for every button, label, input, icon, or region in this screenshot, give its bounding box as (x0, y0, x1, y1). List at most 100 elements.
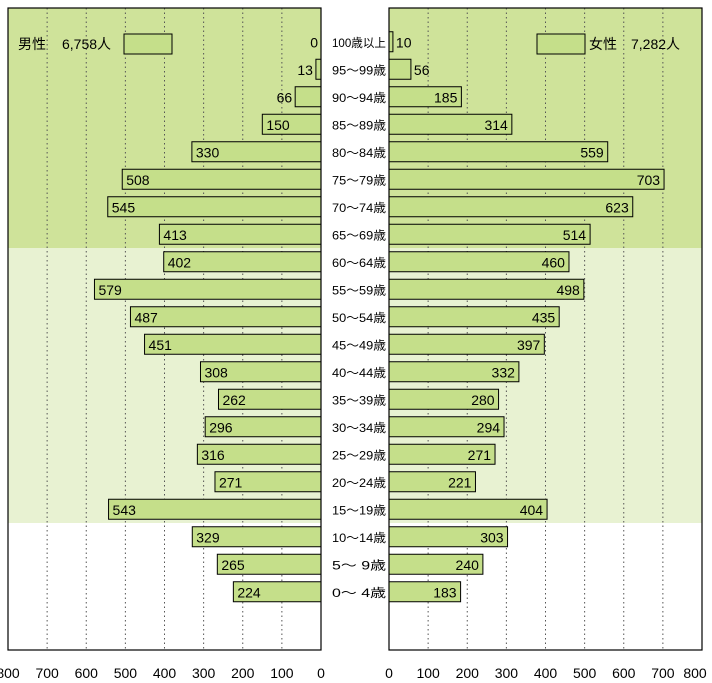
value-label-male-4: 271 (219, 474, 243, 490)
category-label-15: 75～79歳 (332, 173, 386, 187)
value-label-male-6: 296 (209, 419, 233, 435)
category-label-19: 95～99歳 (332, 63, 386, 77)
bar-female-11 (388, 278, 585, 300)
category-label-4: 20～24歳 (332, 476, 386, 490)
legend-male: 男性 6,758人 (18, 33, 173, 55)
category-label-0: 0～ 4歳 (332, 586, 386, 600)
value-label-male-2: 329 (196, 529, 220, 545)
value-label-female-0: 183 (433, 584, 457, 600)
value-label-female-19: 56 (414, 62, 430, 78)
legend-male-swatch (123, 33, 173, 55)
category-label-10: 50～54歳 (332, 311, 386, 325)
age-category-labels: 0～ 4歳 5～ 9歳 10～14歳 15～19歳 20～24歳 25～29歳 30～34歳… (332, 36, 386, 600)
bar-female-15 (388, 168, 665, 190)
value-label-female-15: 703 (637, 172, 661, 188)
x-tick-male-2: 600 (75, 665, 99, 681)
value-label-male-15: 508 (126, 172, 150, 188)
value-label-male-3: 543 (113, 502, 137, 518)
bar-male-18 (294, 86, 322, 108)
x-tick-female-8: 800 (683, 665, 707, 681)
legend-male-total: 6,758人 (62, 36, 111, 52)
bar-male-15 (121, 168, 322, 190)
value-label-female-9: 397 (517, 337, 541, 353)
bar-male-10 (129, 306, 322, 328)
x-tick-male-8: 0 (317, 665, 325, 681)
value-label-female-10: 435 (532, 309, 556, 325)
x-tick-male-6: 200 (231, 665, 255, 681)
legend-female-name: 女性 (589, 36, 617, 52)
bar-female-14 (388, 196, 634, 218)
x-tick-female-7: 700 (651, 665, 675, 681)
value-label-male-17: 150 (266, 117, 290, 133)
x-tick-male-4: 400 (153, 665, 177, 681)
value-label-female-13: 514 (563, 227, 587, 243)
legend-female-total: 7,282人 (631, 36, 680, 52)
value-label-male-9: 451 (149, 337, 173, 353)
category-label-9: 45～49歳 (332, 338, 386, 352)
value-label-male-1: 265 (221, 557, 245, 573)
bar-female-13 (388, 223, 591, 245)
value-label-female-5: 271 (468, 447, 492, 463)
x-tick-male-7: 100 (270, 665, 294, 681)
value-label-male-19: 13 (297, 62, 313, 78)
value-label-male-0: 224 (237, 584, 261, 600)
value-label-male-16: 330 (196, 144, 220, 160)
category-label-17: 85～89歳 (332, 118, 386, 132)
value-label-male-8: 308 (204, 364, 228, 380)
value-label-male-13: 413 (163, 227, 187, 243)
x-tick-male-5: 300 (192, 665, 216, 681)
category-label-16: 80～84歳 (332, 146, 386, 160)
x-axis-tick-labels: 800 700 600 500 400 300 200 100 0 0 100 200 300 400 50… (0, 665, 707, 681)
value-label-female-17: 314 (484, 117, 508, 133)
value-label-male-20: 0 (310, 34, 318, 50)
x-tick-female-4: 400 (534, 665, 558, 681)
value-label-female-12: 460 (542, 254, 566, 270)
value-label-female-18: 185 (434, 89, 458, 105)
bar-male-11 (93, 278, 322, 300)
category-label-13: 65～69歳 (332, 228, 386, 242)
value-label-male-12: 402 (168, 254, 192, 270)
value-label-male-5: 316 (201, 447, 225, 463)
category-label-14: 70～74歳 (332, 201, 386, 215)
x-tick-female-2: 200 (456, 665, 480, 681)
value-label-male-18: 66 (277, 89, 293, 105)
female-panel-frame (388, 7, 703, 651)
legend-female-swatch (536, 33, 586, 55)
value-label-female-2: 303 (480, 529, 504, 545)
category-label-3: 15～19歳 (332, 503, 386, 517)
value-label-female-1: 240 (456, 557, 480, 573)
x-tick-female-0: 0 (385, 665, 393, 681)
x-tick-female-6: 600 (612, 665, 636, 681)
category-label-6: 30～34歳 (332, 421, 386, 435)
value-label-male-7: 262 (222, 392, 246, 408)
bar-male-14 (107, 196, 322, 218)
category-label-1: 5～ 9歳 (332, 558, 386, 572)
category-label-11: 55～59歳 (332, 283, 386, 297)
x-tick-male-1: 700 (35, 665, 59, 681)
category-label-18: 90～94歳 (332, 91, 386, 105)
value-label-female-16: 559 (580, 144, 604, 160)
value-label-female-14: 623 (605, 199, 629, 215)
value-label-male-14: 545 (112, 199, 136, 215)
x-tick-male-0: 800 (0, 665, 20, 681)
category-label-2: 10～14歳 (332, 531, 386, 545)
x-tick-female-1: 100 (416, 665, 440, 681)
category-label-8: 40～44歳 (332, 366, 386, 380)
x-tick-female-5: 500 (573, 665, 597, 681)
value-label-female-20: 10 (396, 34, 412, 50)
bar-female-19 (388, 58, 412, 80)
value-label-male-11: 579 (98, 282, 122, 298)
x-tick-female-3: 300 (495, 665, 519, 681)
bars: 224 183 265 240 329 303 543 404 271 221 316 271 296 2… (93, 31, 665, 603)
value-label-female-7: 280 (471, 392, 495, 408)
value-label-female-6: 294 (477, 419, 501, 435)
bar-female-16 (388, 141, 609, 163)
bar-male-3 (108, 498, 322, 520)
value-label-female-4: 221 (448, 474, 472, 490)
value-label-female-3: 404 (520, 502, 544, 518)
value-label-female-11: 498 (556, 282, 580, 298)
category-label-20: 100歳以上 (332, 36, 386, 50)
male-panel-frame (7, 7, 322, 651)
panel-frames (7, 7, 703, 651)
